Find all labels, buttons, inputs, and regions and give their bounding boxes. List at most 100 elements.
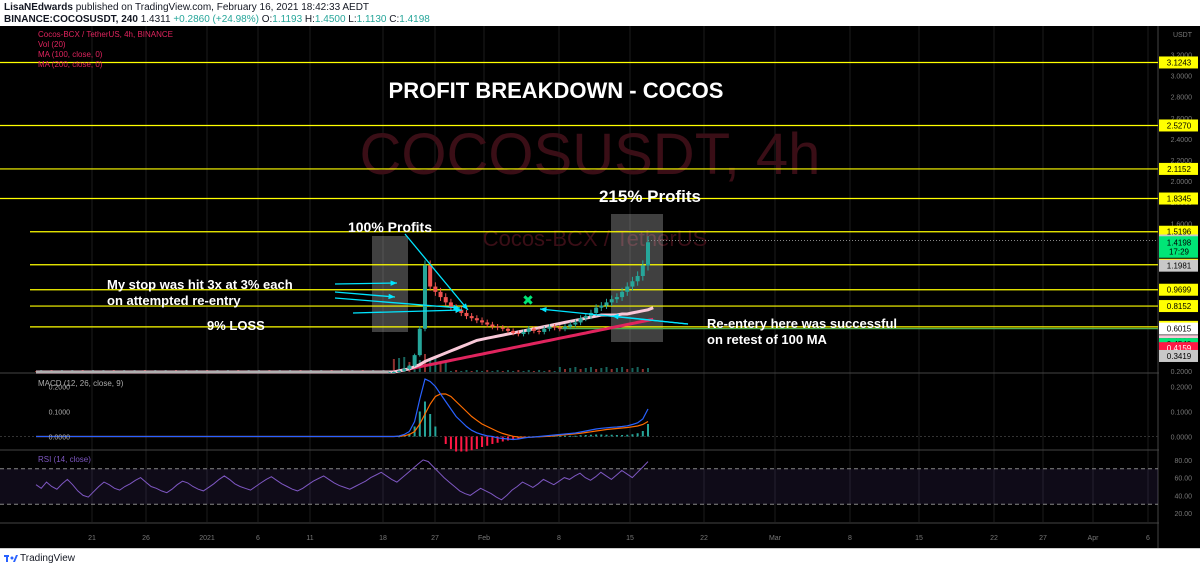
annotation-text: PROFIT BREAKDOWN - COCOS [389, 78, 724, 103]
annotation-arrow [404, 233, 469, 311]
publish-info: published on TradingView.com, February 1… [75, 2, 370, 13]
level-price-label: 0.8152 [1167, 302, 1192, 311]
price-tag-label: 1.1981 [1167, 262, 1192, 271]
volume-bar [600, 368, 603, 372]
ohlc-low: 1.1130 [356, 14, 387, 25]
volume-bar [584, 368, 587, 372]
candle-body [438, 291, 443, 298]
volume-bar [527, 370, 530, 372]
macd-tick: 0.1000 [49, 410, 71, 417]
macd-histogram-bar [486, 436, 489, 446]
volume-bar [491, 371, 494, 372]
candle-body [391, 372, 396, 373]
volume-bar [398, 358, 401, 372]
candle-body [568, 324, 573, 327]
macd-histogram-bar [481, 436, 484, 447]
candle-body [640, 265, 645, 277]
volume-bar [579, 369, 582, 372]
volume-bar [486, 370, 489, 372]
author-name[interactable]: LisaNEdwards [4, 2, 73, 13]
symbol-ohlc-line: BINANCE:COCOSUSDT, 240 1.4311 +0.2860 (+… [4, 14, 430, 25]
annotations: PROFIT BREAKDOWN - COCOS 215% Profits 100%… [107, 78, 897, 347]
tradingview-chart[interactable]: COCOSUSDT, 4h Cocos-BCX / TetherUS ✖ PRO… [0, 26, 1200, 548]
macd-histogram-bar [636, 433, 639, 437]
level-price-label: 2.5270 [1167, 121, 1192, 130]
candle-body [511, 330, 516, 333]
candle-body [531, 328, 536, 331]
ohlc-open: 1.1193 [272, 14, 303, 25]
profit-zone-1 [372, 236, 408, 332]
volume-bar [465, 370, 468, 372]
price-pane[interactable]: ✖ [0, 61, 1158, 374]
candle-body [417, 328, 422, 356]
level-price-label: 3.1243 [1167, 58, 1192, 67]
watermark-symbol: COCOSUSDT, 4h [360, 122, 821, 187]
annotation-text: on retest of 100 MA [707, 332, 828, 347]
level-price-label: 0.9699 [1167, 286, 1192, 295]
price-tag-label: 17:29 [1169, 248, 1190, 257]
volume-bar [631, 368, 634, 372]
volume-bar [538, 370, 541, 372]
macd-histogram-bar [621, 435, 624, 437]
time-tick: 21 [88, 535, 96, 542]
time-axis[interactable]: 21 26 2021 6 11 18 27 Feb 8 15 22 Mar 8 15 22 27 Apr 6 [88, 535, 1150, 542]
macd-tick: 0.0000 [49, 435, 71, 442]
time-tick: 27 [431, 535, 439, 542]
ohlc-o-label: O: [261, 14, 273, 25]
publish-line: LisaNEdwards published on TradingView.co… [4, 2, 369, 13]
time-tick: 2021 [199, 535, 215, 542]
rsi-pane[interactable] [0, 459, 1158, 505]
tradingview-logo-icon[interactable] [4, 554, 18, 564]
annotation-arrowhead [540, 306, 547, 313]
volume-bar [444, 361, 447, 372]
time-tick: 11 [306, 535, 313, 542]
annotation-text: on attempted re-entry [107, 293, 241, 308]
volume-bar [403, 357, 406, 372]
candle-body [433, 286, 438, 292]
macd-histogram-bar [610, 434, 613, 437]
time-tick: 22 [990, 535, 998, 542]
macd-histogram-bar [423, 401, 426, 437]
price-tag-label: 1.4198 [1167, 238, 1192, 247]
volume-bar [449, 371, 452, 372]
candle-body [428, 265, 433, 287]
candle-body [500, 327, 505, 329]
macd-histogram-bar [455, 436, 458, 452]
macd-histogram-bar [434, 426, 437, 437]
time-tick: 22 [700, 535, 708, 542]
level-price-label: 1.5196 [1167, 228, 1192, 237]
price-tag-label: 0.4159 [1167, 344, 1192, 353]
volume-bar [605, 367, 608, 372]
macd-axis-tick: 0.1000 [1171, 410, 1193, 417]
price-axis[interactable]: USDT0.20000.40000.60000.80001.00001.2000… [49, 26, 1200, 548]
level-price-tag [1159, 283, 1198, 296]
candle-body [464, 312, 469, 317]
price-tick: 1.6000 [1171, 221, 1193, 228]
annotation-text: 100% Profits [348, 219, 432, 235]
annotation-text: Re-entery here was successful [707, 316, 897, 331]
macd-histogram-bar [615, 435, 618, 437]
candle-body [480, 320, 485, 323]
macd-histogram-bar [641, 431, 644, 437]
chart-background [0, 26, 1200, 548]
volume-bar [558, 367, 561, 372]
macd-pane[interactable] [0, 378, 1158, 452]
candle-body [412, 355, 417, 366]
volume-bar [615, 368, 618, 372]
price-tag [1159, 322, 1198, 335]
legend-item: Cocos-BCX / TetherUS, 4h, BINANCE [38, 30, 173, 39]
candle-body [397, 370, 402, 372]
candle-body [521, 331, 526, 335]
volume-bar [595, 369, 598, 372]
level-price-tag [1159, 162, 1198, 175]
symbol-name[interactable]: BINANCE:COCOSUSDT, 240 [4, 14, 138, 25]
candle-body [578, 318, 583, 323]
tradingview-brand[interactable]: TradingView [20, 553, 76, 564]
macd-histogram-bar [595, 434, 598, 437]
ohlc-high: 1.4500 [314, 14, 346, 25]
candle-body [547, 326, 552, 329]
volume-bar [460, 371, 463, 372]
price-tick: 3.2000 [1171, 52, 1193, 59]
candle-body [407, 365, 412, 369]
level-price-tag [1159, 300, 1198, 313]
